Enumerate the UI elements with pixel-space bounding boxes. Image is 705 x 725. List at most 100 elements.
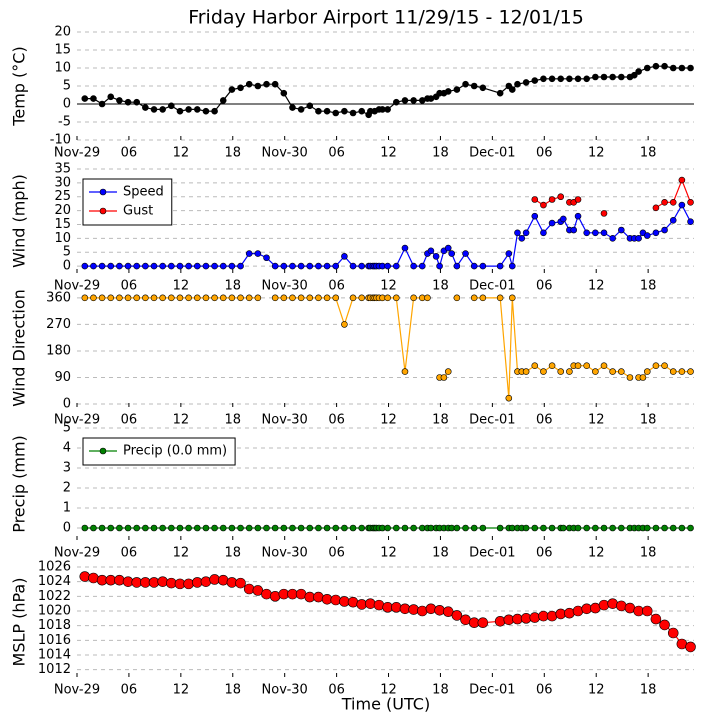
data-point bbox=[508, 262, 516, 270]
data-point bbox=[560, 215, 567, 223]
data-point bbox=[315, 107, 322, 115]
data-point bbox=[358, 107, 366, 115]
data-point bbox=[306, 262, 314, 270]
y-tick-label: 5 bbox=[63, 79, 71, 94]
data-point bbox=[529, 612, 541, 623]
data-point bbox=[470, 262, 478, 270]
data-point bbox=[245, 294, 253, 302]
x-tick-label: 12 bbox=[173, 146, 190, 161]
data-point bbox=[652, 362, 660, 370]
data-point bbox=[193, 262, 201, 270]
y-tick-label: 1024 bbox=[38, 574, 71, 589]
data-point bbox=[444, 368, 452, 375]
x-tick-label: Nov-30 bbox=[262, 683, 308, 698]
data-point bbox=[687, 524, 694, 532]
data-point bbox=[540, 75, 547, 83]
data-point bbox=[269, 591, 281, 602]
data-point bbox=[393, 294, 400, 302]
y-tick-label: 0 bbox=[63, 259, 71, 274]
data-point bbox=[373, 599, 385, 611]
data-point bbox=[444, 244, 452, 252]
data-point bbox=[202, 294, 210, 302]
data-point bbox=[193, 106, 201, 113]
y-tick-label: 10 bbox=[54, 231, 71, 246]
data-point bbox=[592, 73, 599, 81]
x-tick-label: 12 bbox=[588, 146, 605, 161]
data-point bbox=[306, 102, 314, 110]
data-point bbox=[453, 524, 461, 532]
data-point bbox=[271, 262, 279, 270]
data-point bbox=[479, 294, 487, 302]
data-point bbox=[609, 524, 616, 532]
data-point bbox=[687, 64, 694, 72]
data-point bbox=[557, 368, 565, 375]
data-point bbox=[271, 524, 279, 532]
data-point bbox=[254, 524, 262, 532]
data-point bbox=[90, 95, 97, 102]
data-point bbox=[574, 362, 582, 370]
x-tick-label: Dec-01 bbox=[469, 413, 515, 428]
y-tick-label: 20 bbox=[54, 25, 71, 40]
data-point bbox=[341, 524, 348, 532]
data-point bbox=[592, 524, 599, 532]
data-point bbox=[254, 250, 262, 257]
data-point bbox=[263, 524, 270, 532]
data-point bbox=[81, 262, 89, 270]
data-point bbox=[496, 524, 504, 532]
data-point bbox=[574, 212, 582, 220]
data-point bbox=[81, 95, 89, 102]
data-point bbox=[453, 294, 461, 302]
data-point bbox=[401, 97, 409, 104]
data-point bbox=[391, 602, 402, 613]
data-point bbox=[90, 524, 97, 532]
data-point bbox=[652, 229, 660, 237]
data-point bbox=[280, 262, 288, 270]
data-point bbox=[659, 619, 670, 631]
data-point bbox=[142, 104, 149, 111]
y-tick-label: 1016 bbox=[38, 633, 71, 648]
data-point bbox=[401, 244, 409, 252]
data-point bbox=[200, 576, 212, 587]
data-point bbox=[168, 262, 175, 270]
data-point bbox=[548, 524, 556, 532]
data-point bbox=[522, 368, 530, 375]
y-tick-label: 15 bbox=[54, 43, 71, 58]
data-point bbox=[150, 294, 158, 302]
data-point bbox=[211, 262, 218, 270]
data-point bbox=[479, 84, 487, 92]
x-tick-label: 18 bbox=[224, 279, 241, 294]
data-point bbox=[448, 250, 455, 257]
data-point bbox=[142, 524, 149, 532]
data-point bbox=[107, 262, 115, 270]
data-point bbox=[566, 368, 573, 375]
data-point bbox=[425, 603, 437, 615]
y-tick-label: 0 bbox=[63, 97, 71, 112]
x-tick-label: 06 bbox=[121, 546, 138, 561]
data-point bbox=[90, 262, 97, 270]
data-point bbox=[297, 262, 305, 270]
data-point bbox=[332, 294, 340, 302]
data-point bbox=[641, 605, 653, 617]
data-point bbox=[531, 362, 539, 370]
data-point bbox=[626, 374, 634, 381]
data-point bbox=[540, 229, 547, 237]
legend: Precip (0.0 mm) bbox=[82, 437, 236, 466]
data-point bbox=[237, 294, 244, 302]
y-tick-label: 90 bbox=[54, 370, 71, 385]
data-point bbox=[678, 524, 686, 532]
data-point bbox=[313, 591, 324, 603]
y-tick-label: 10 bbox=[54, 61, 71, 76]
data-point bbox=[618, 368, 625, 375]
data-point bbox=[583, 229, 590, 237]
y-tick-label: -5 bbox=[58, 115, 71, 130]
x-tick-label: 18 bbox=[640, 146, 657, 161]
data-point bbox=[261, 588, 272, 600]
data-point bbox=[393, 262, 400, 270]
data-point bbox=[508, 86, 516, 93]
x-tick-label: 18 bbox=[432, 146, 449, 161]
y-tick-label: 360 bbox=[46, 290, 71, 305]
x-tick-label: 12 bbox=[380, 279, 397, 294]
x-tick-label: 12 bbox=[380, 683, 397, 698]
data-point bbox=[254, 294, 262, 302]
data-point bbox=[297, 524, 305, 532]
